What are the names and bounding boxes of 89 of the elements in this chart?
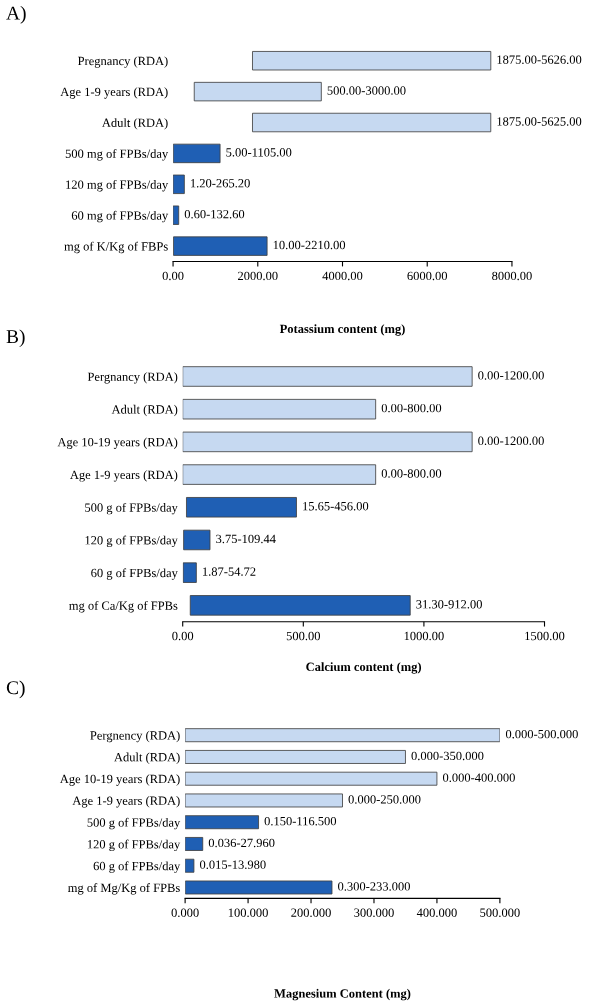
y-tick-label: Age 10-19 years (RDA) (59, 774, 180, 786)
bar (185, 858, 195, 873)
bar (182, 562, 197, 583)
data-label: 0.000-400.000 (442, 773, 515, 782)
y-tick-label: 500 g of FPBs/day (87, 817, 181, 830)
bar (185, 728, 500, 743)
x-axis-title: Potassium content (mg) (279, 324, 405, 336)
x-tick-label: 0.000 (171, 908, 199, 917)
bar (193, 81, 322, 102)
y-tick-label: mg of K/Kg of FBPs (64, 241, 168, 254)
data-label: 1875.00-5626.00 (497, 55, 582, 64)
data-label: 0.00-1200.00 (478, 371, 544, 380)
data-label: 1.20-265.20 (191, 179, 250, 188)
bar (185, 771, 438, 786)
data-label: 0.015-13.980 (199, 860, 266, 869)
bar (252, 51, 492, 71)
bar (182, 464, 377, 485)
y-tick-label: Adult (RDA) (102, 118, 168, 130)
data-label: 0.60-132.60 (184, 209, 245, 219)
x-tick-label: 4000.00 (322, 271, 363, 281)
data-label: 0.000-250.000 (348, 795, 421, 804)
bar (173, 236, 268, 256)
bar (185, 837, 204, 851)
x-tick-label: 500.00 (286, 631, 321, 641)
data-label: 0.036-27.960 (208, 838, 275, 848)
y-tick-label: 500 g of FPBs/day (85, 502, 178, 515)
data-label: 0.00-800.00 (381, 403, 442, 413)
x-tick-label: 8000.00 (492, 271, 532, 281)
bar (182, 431, 473, 453)
y-tick-label: Age 10-19 years (RDA) (57, 437, 178, 449)
x-tick-label: 6000.00 (407, 271, 448, 281)
y-tick-label: mg of Mg/Kg of FPBs (68, 883, 180, 895)
y-tick-label: 120 g of FPBs/day (85, 535, 178, 548)
bar (173, 174, 185, 194)
x-tick-label: 0.00 (162, 271, 184, 281)
text: A) (6, 6, 26, 24)
y-tick-label: 60 g of FPBs/day (91, 568, 178, 580)
y-tick-label: Pregnancy (RDA) (77, 56, 168, 68)
data-label: 0.00-1200.00 (478, 436, 544, 446)
text: C) (6, 680, 25, 699)
x-tick-label: 300.000 (354, 908, 394, 917)
data-label: 1875.00-5625.00 (497, 117, 582, 126)
data-label: 500.00-3000.00 (327, 86, 406, 95)
x-axis-title: Magnesium Content (mg) (274, 988, 411, 1001)
y-tick-label: 120 g of FPBs/day (87, 839, 181, 852)
data-label: 0.000-500.000 (505, 729, 578, 739)
data-label: 5.00-1105.00 (226, 148, 292, 157)
data-label: 0.150-116.500 (264, 816, 337, 826)
bar (185, 880, 333, 895)
y-tick-label: 120 mg of FPBs/day (66, 179, 169, 192)
y-tick-label: Adult (RDA) (114, 752, 180, 764)
data-label: 31.30-912.00 (416, 600, 482, 609)
y-tick-label: 60 mg of FPBs/day (71, 210, 169, 223)
y-tick-label: 500 mg of FPBs/day (65, 149, 169, 161)
x-tick-label: 2000.00 (238, 271, 278, 281)
x-tick-label: 0.00 (172, 631, 194, 641)
bar (182, 398, 377, 420)
y-tick-label: Adult (RDA) (111, 404, 178, 417)
bar (182, 366, 473, 387)
data-label: 0.000-350.000 (411, 751, 484, 761)
data-label: 0.300-233.000 (338, 882, 410, 891)
x-axis-title: Calcium content (mg) (306, 662, 422, 674)
x-tick-label: 100.000 (228, 908, 268, 917)
y-tick-label: Pergnancy (RDA) (87, 372, 178, 384)
x-tick-label: 400.000 (416, 908, 457, 917)
y-tick-label: Pergnency (RDA) (90, 730, 180, 743)
bar (185, 815, 259, 830)
bar (183, 529, 211, 551)
y-tick-label: Age 1-9 years (RDA) (70, 470, 178, 482)
bar (173, 143, 221, 164)
x-tick-label: 1500.00 (525, 631, 565, 641)
x-tick-label: 1000.00 (404, 631, 444, 641)
x-tick-label: 500.000 (480, 908, 520, 917)
text: B) (6, 329, 25, 348)
bar (185, 793, 343, 808)
x-tick-label: 200.000 (291, 908, 331, 917)
bar (189, 595, 411, 616)
bar (252, 112, 492, 133)
y-tick-label: Age 1-9 years (RDA) (60, 87, 168, 99)
data-label: 3.75-109.44 (216, 534, 276, 544)
data-label: 1.87-54.72 (203, 567, 256, 576)
data-label: 10.00-2210.00 (273, 240, 346, 250)
bar (185, 750, 406, 764)
y-tick-label: Age 1-9 years (RDA) (72, 796, 180, 808)
y-tick-label: 60 g of FPBs/day (93, 861, 181, 873)
data-label: 0.00-800.00 (381, 469, 442, 478)
data-label: 15.65-456.00 (303, 501, 369, 511)
bar (186, 497, 297, 518)
y-tick-label: mg of Ca/Kg of FPBs (69, 600, 178, 613)
